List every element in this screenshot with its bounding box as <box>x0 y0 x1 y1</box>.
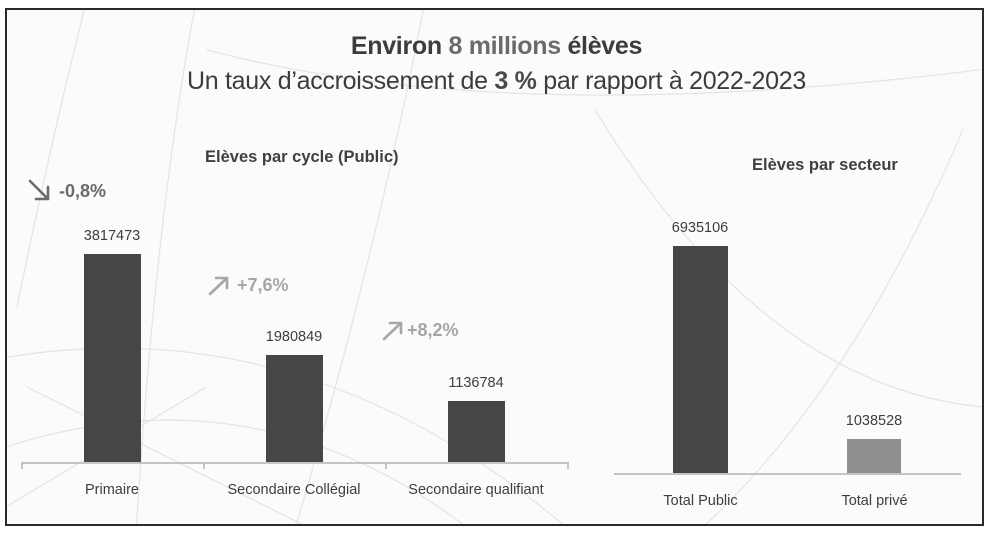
bar-secondaire-collegial <box>266 355 323 462</box>
subheadline-rate: 3 % <box>494 67 537 95</box>
axis-tick <box>385 462 387 469</box>
right-x-axis <box>614 473 961 475</box>
category-total-public: Total Public <box>663 493 738 509</box>
change-value: +7,6% <box>237 274 289 295</box>
arrow-up-right-icon <box>381 319 405 341</box>
headline-suffix: élèves <box>567 32 643 60</box>
headline-prefix: Environ <box>350 32 442 60</box>
bar-value-total-prive: 1038528 <box>845 413 903 429</box>
left-x-axis <box>21 462 568 464</box>
headline-accent: 8 millions <box>448 32 561 60</box>
bar-total-prive <box>847 439 901 473</box>
category-secondaire-collegial: Secondaire Collégial <box>227 482 361 498</box>
infographic-frame: Environ 8 millions élèves Un taux d’accr… <box>5 8 984 526</box>
bar-value-total-public: 6935106 <box>671 220 729 236</box>
arrow-down-right-icon <box>27 178 53 204</box>
change-primaire: -0,8% <box>27 178 106 204</box>
left-chart-title: Elèves par cycle (Public) <box>205 148 399 166</box>
axis-tick <box>567 462 569 469</box>
subheadline-suffix: par rapport à 2022-2023 <box>543 67 806 95</box>
change-value: +8,2% <box>407 319 459 340</box>
category-total-prive: Total privé <box>841 493 908 509</box>
axis-tick <box>21 462 23 469</box>
subheadline-prefix: Un taux d’accroissement de <box>187 67 488 95</box>
category-secondaire-qualifiant: Secondaire qualifiant <box>408 482 544 498</box>
axis-tick <box>203 462 205 469</box>
change-secondaire-qualifiant: +8,2% <box>381 319 459 341</box>
bar-primaire <box>84 254 141 462</box>
bar-total-public <box>673 246 728 473</box>
bar-value-primaire: 3817473 <box>83 228 141 244</box>
change-value: -0,8% <box>59 180 107 201</box>
change-secondaire-collegial: +7,6% <box>207 274 289 296</box>
category-primaire: Primaire <box>85 482 139 498</box>
bar-value-secondaire-collegial: 1980849 <box>265 329 323 345</box>
subheadline: Un taux d’accroissement de 3 % par rappo… <box>7 67 982 96</box>
arrow-up-right-icon <box>207 274 231 296</box>
bar-value-secondaire-qualifiant: 1136784 <box>448 375 504 391</box>
bar-secondaire-qualifiant <box>448 401 505 462</box>
right-chart-title: Elèves par secteur <box>752 156 898 174</box>
headline: Environ 8 millions élèves <box>7 32 982 61</box>
